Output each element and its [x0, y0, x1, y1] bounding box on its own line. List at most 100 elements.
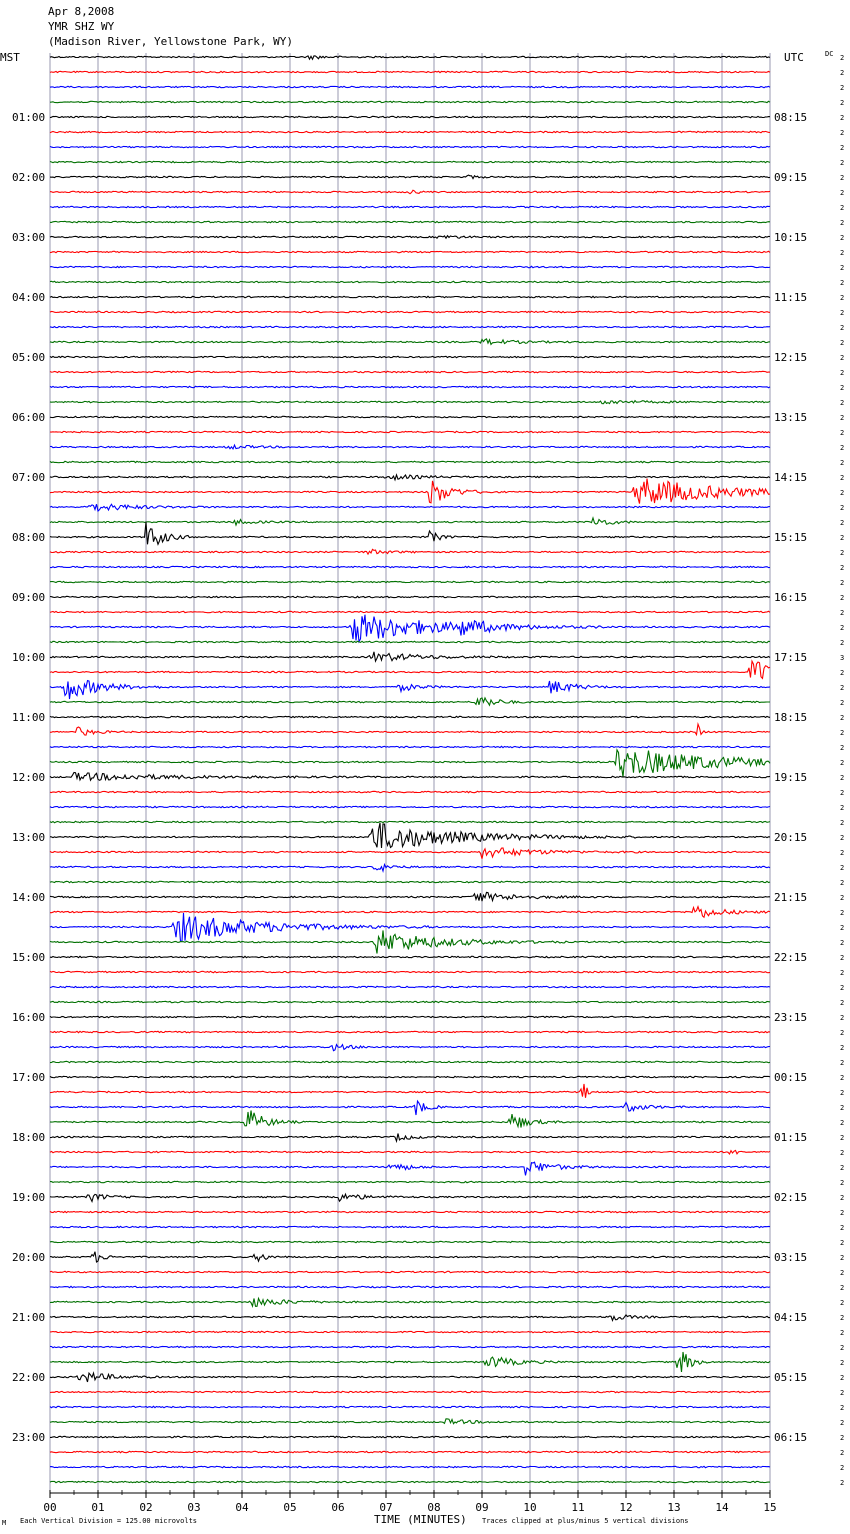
x-tick-label: 15 [763, 1501, 776, 1514]
dc-offset-value: 2 [840, 1449, 844, 1457]
hour-label-mst: 22:00 [12, 1371, 45, 1384]
hour-label-mst: 23:00 [12, 1431, 45, 1444]
hour-label-utc: 19:15 [774, 771, 807, 784]
dc-offset-value: 2 [840, 864, 844, 872]
seismic-trace [49, 610, 771, 614]
dc-offset-value: 2 [840, 54, 844, 62]
dc-offset-value: 2 [840, 474, 844, 482]
seismic-trace [49, 1210, 770, 1214]
dc-offset-value: 2 [840, 609, 844, 617]
trace-group [49, 55, 771, 1484]
dc-offset-value: 2 [840, 1104, 844, 1112]
seismic-trace [49, 847, 771, 859]
corner-mark: M [2, 1519, 6, 1527]
dc-offset-value: 2 [840, 1434, 844, 1442]
dc-offset-value: 2 [840, 1074, 844, 1082]
seismic-trace [49, 1000, 771, 1004]
dc-offset-value: 2 [840, 999, 844, 1007]
dc-offset-value: 2 [840, 1149, 844, 1157]
x-axis-title: TIME (MINUTES) [374, 1513, 467, 1526]
hour-label-mst: 18:00 [12, 1131, 45, 1144]
dc-offset-value: 2 [840, 534, 844, 542]
seismic-trace [49, 430, 771, 434]
dc-offset-value: 2 [840, 699, 844, 707]
seismic-trace [49, 820, 771, 824]
seismic-trace [49, 1251, 771, 1263]
hour-label-utc: 20:15 [774, 831, 807, 844]
hour-label-utc: 13:15 [774, 411, 807, 424]
seismic-trace [49, 985, 771, 989]
hour-label-utc: 02:15 [774, 1191, 807, 1204]
dc-offset-value: 2 [840, 414, 844, 422]
seismic-trace [49, 1450, 771, 1454]
seismic-trace [49, 748, 771, 778]
dc-offset-value: 2 [840, 744, 844, 752]
hour-label-utc: 05:15 [774, 1371, 807, 1384]
hour-label-utc: 21:15 [774, 891, 807, 904]
seismic-trace [49, 355, 771, 359]
hour-label-utc: 12:15 [774, 351, 807, 364]
seismic-trace [49, 548, 771, 556]
dc-offset-value: 2 [840, 639, 844, 647]
dc-offset-value: 2 [840, 1044, 844, 1052]
dc-offset-value: 2 [840, 264, 844, 272]
seismic-trace [49, 1240, 771, 1244]
hour-label-utc: 11:15 [774, 291, 807, 304]
dc-offset-value: 2 [840, 939, 844, 947]
x-tick-label: 07 [379, 1501, 392, 1514]
dc-offset-value: 2 [840, 984, 844, 992]
dc-offset-value: 2 [840, 159, 844, 167]
right-timezone-label: UTC [784, 51, 804, 64]
hour-label-mst: 06:00 [12, 411, 45, 424]
seismic-trace [49, 521, 771, 546]
dc-offset-value: 2 [840, 189, 844, 197]
seismic-trace [49, 891, 770, 903]
x-tick-label: 13 [667, 1501, 680, 1514]
station-location: (Madison River, Yellowstone Park, WY) [48, 35, 293, 48]
seismic-trace [49, 1060, 771, 1064]
hour-label-utc: 00:15 [774, 1071, 807, 1084]
x-tick-label: 06 [331, 1501, 344, 1514]
seismic-trace [49, 265, 771, 269]
hour-label-mst: 17:00 [12, 1071, 45, 1084]
dc-offset-value: 2 [840, 129, 844, 137]
hour-label-mst: 19:00 [12, 1191, 45, 1204]
hour-label-utc: 09:15 [774, 171, 807, 184]
dc-offset-value: 2 [840, 669, 844, 677]
dc-offset-value: 2 [840, 1464, 844, 1472]
seismic-trace [49, 234, 771, 240]
hour-label-mst: 10:00 [12, 651, 45, 664]
dc-offset-value: 2 [840, 459, 844, 467]
seismic-trace [49, 385, 771, 389]
x-tick-label: 10 [523, 1501, 536, 1514]
seismic-trace [49, 473, 771, 482]
x-tick-label: 04 [235, 1501, 249, 1514]
dc-offset-value: 2 [840, 504, 844, 512]
seismic-trace [49, 1161, 771, 1176]
x-tick-label: 00 [43, 1501, 56, 1514]
dc-offset-value: 2 [840, 1089, 844, 1097]
hour-label-mst: 04:00 [12, 291, 45, 304]
seismic-trace [49, 1270, 771, 1274]
hour-label-utc: 17:15 [774, 651, 807, 664]
seismic-trace [49, 595, 771, 599]
seismic-trace [49, 862, 771, 873]
seismic-trace [49, 805, 771, 809]
x-tick-label: 01 [91, 1501, 104, 1514]
seismic-trace [49, 1390, 771, 1394]
dc-offset-column: 2 2 2 2 2 2 2 2 2 2 2 2 2 2 2 2 2 2 2 2 2 2 2 2 2 2 2 2 2 2 2 2 2 2 2 2 2 2 2 2… [840, 54, 844, 1487]
dc-offset-value: 2 [840, 354, 844, 362]
seismic-trace [49, 955, 771, 959]
seismic-trace [49, 443, 771, 451]
dc-offset-value: 2 [840, 369, 844, 377]
hour-label-utc: 03:15 [774, 1251, 807, 1264]
hour-label-utc: 01:15 [774, 1131, 807, 1144]
hour-label-mst: 08:00 [12, 531, 45, 544]
x-tick-label: 09 [475, 1501, 488, 1514]
x-tick-label: 11 [571, 1501, 584, 1514]
hour-label-mst: 03:00 [12, 231, 45, 244]
dc-offset-value: 2 [840, 444, 844, 452]
dc-offset-value: 2 [840, 774, 844, 782]
seismic-trace [49, 1083, 771, 1098]
dc-offset-value: 2 [840, 384, 844, 392]
